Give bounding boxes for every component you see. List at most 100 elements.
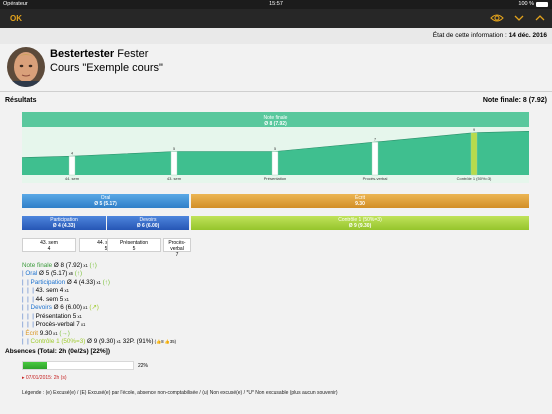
tree-points: 32P. (91%)	[121, 338, 154, 346]
leaf-grade: 5	[104, 246, 108, 252]
chart-bar	[271, 151, 279, 176]
leaf-proces-verbal[interactable]: Procès-verbal 7	[163, 238, 191, 258]
tree-weight: x1	[76, 313, 82, 319]
tree-label: Procès-verbal	[35, 321, 75, 329]
tree-weight: x1	[52, 330, 58, 336]
ecrit-bar-grade: 9.30	[355, 201, 365, 207]
chart-x-label: 43. sem	[167, 176, 182, 181]
tree-row-44-sem[interactable]: | | | 44. sem 5 x1	[22, 295, 69, 303]
devoirs-bar-grade: Ø 6 (6.00)	[136, 223, 160, 229]
oral-bar-title: Oral	[100, 195, 111, 201]
info-date-label: État de cette information :	[432, 32, 507, 39]
tree-grade: Ø 9 (9.30)	[85, 338, 116, 346]
absences-progress-fill	[23, 362, 48, 369]
tree-row-participation[interactable]: | | Participation Ø 4 (4.33) x1 (↑)	[22, 278, 110, 286]
tree-grade: 5	[71, 312, 77, 320]
student-last-name: Fester	[117, 48, 149, 60]
tree-weight: x1	[95, 279, 101, 285]
tree-grade: 9.30	[38, 329, 53, 337]
tree-row-proces-verbal[interactable]: | | | Procès-verbal 7 x1	[22, 321, 86, 329]
controle-bar-title: Contrôle 1 (50%=3)	[338, 217, 382, 223]
leaf-presentation[interactable]: Présentation 5	[107, 238, 161, 252]
tree-weight: x1	[63, 288, 69, 294]
tree-row-oral[interactable]: | Oral Ø 5 (5.17) x6 (↑)	[22, 270, 83, 278]
chart-bar	[470, 132, 478, 176]
tree-row-devoirs[interactable]: | | Devoirs Ø 6 (6.00) x1 (↗)	[22, 304, 99, 312]
chart-bar	[371, 141, 379, 176]
tree-weight: x6	[67, 271, 73, 277]
tree-row-ecrit[interactable]: | Écrit 9.30 x1 (→)	[22, 329, 70, 337]
tree-row-presentation[interactable]: | | | Présentation 5 x1	[22, 312, 82, 320]
info-date: État de cette information : 14 déc. 2016	[433, 32, 547, 39]
tree-grade: Ø 6 (6.00)	[51, 304, 82, 312]
chart-title: Note finale	[264, 115, 288, 121]
oral-bar[interactable]: Oral Ø 5 (5.17)	[22, 194, 189, 208]
controle-bar[interactable]: Contrôle 1 (50%=3) Ø 9 (9.30)	[191, 216, 529, 230]
tree-trend: (↑)	[73, 270, 83, 278]
chart-point-label: 5	[274, 147, 276, 151]
tree-label: Écrit	[25, 329, 38, 337]
leaf-title: Procès-verbal	[168, 240, 186, 252]
student-name: Bestertester Fester	[50, 48, 148, 60]
info-date-value: 14 déc. 2016	[508, 32, 547, 39]
student-first-name: Bestertester	[50, 48, 115, 60]
tree-label: Note finale	[22, 262, 53, 269]
top-toolbar: OK	[0, 9, 552, 28]
tree-grade: Ø 8 (7.92)	[52, 262, 83, 269]
chart-point-label: 9	[473, 128, 475, 132]
clock: 15:57	[269, 1, 283, 7]
chevron-down-icon[interactable]	[512, 11, 526, 25]
info-bar: État de cette information : 14 déc. 2016	[0, 28, 552, 44]
absences-progress	[22, 361, 134, 370]
avatar	[7, 47, 45, 87]
leaf-grade: 7	[175, 252, 179, 258]
participation-bar-grade: Ø 4 (4.33)	[52, 223, 76, 229]
absence-entry[interactable]: ▸ 07/01/2015: 2h (s)	[22, 375, 67, 381]
tree-label: 44. sem	[35, 295, 59, 303]
grade-tree: Note finale Ø 8 (7.92) x1 (↑) | Oral Ø 5…	[22, 262, 176, 347]
ok-button[interactable]: OK	[10, 14, 22, 23]
leaf-grade: 4	[47, 246, 51, 252]
tree-grade: 4	[58, 287, 64, 295]
tree-label: 43. sem	[35, 287, 59, 295]
chevron-up-icon[interactable]	[533, 11, 547, 25]
absences-heading: Absences (Total: 2h (0e/2s) [22%])	[5, 348, 110, 355]
chart-x-label: Présentation	[264, 176, 286, 181]
devoirs-bar[interactable]: Devoirs Ø 6 (6.00)	[107, 216, 189, 230]
carrier-label: Opérateur	[3, 1, 28, 7]
tree-extra: (👍8 👍35)	[153, 339, 176, 345]
tree-weight: x1	[82, 263, 88, 268]
tree-label: Devoirs	[30, 304, 52, 312]
absences-legend: Légende : (e) Excusé(e) / (E) Excusé(e) …	[22, 390, 338, 396]
chart-point-label: 4	[71, 152, 73, 156]
eye-icon[interactable]	[490, 11, 504, 25]
tree-grade: Ø 5 (5.17)	[37, 270, 68, 278]
ecrit-bar-title: Écrit	[355, 195, 365, 201]
course-name: Cours "Exemple cours"	[50, 62, 163, 74]
tree-row-43-sem[interactable]: | | | 43. sem 4 x1	[22, 287, 69, 295]
battery-indicator: 100 %	[518, 0, 548, 9]
tree-trend: (↑)	[87, 262, 97, 269]
tree-trend: (↑)	[100, 278, 110, 286]
tree-label: Contrôle 1 (50%=3)	[30, 338, 86, 346]
grades-chart: 4 44. sem 5 43. sem 5 Présentation 7 Procès-ver…	[22, 112, 529, 183]
participation-bar[interactable]: Participation Ø 4 (4.33)	[22, 216, 106, 230]
tree-row-final[interactable]: Note finale Ø 8 (7.92) x1 (↑)	[22, 262, 176, 270]
tree-label: Oral	[25, 270, 38, 278]
chart-x-label: Contrôle 1 (50%=3)	[457, 176, 492, 181]
leaf-43-sem[interactable]: 43. sem 4	[22, 238, 76, 252]
tree-row-controle[interactable]: | | Contrôle 1 (50%=3) Ø 9 (9.30) x1 32P…	[22, 338, 176, 346]
leaf-title: Présentation	[119, 240, 149, 246]
final-grade: Note finale: 8 (7.92)	[482, 97, 547, 104]
chart-point-label: 5	[173, 147, 175, 151]
battery-percent: 100 %	[518, 1, 534, 7]
chart-title-grade: Ø 8 (7.92)	[264, 121, 287, 127]
tree-label: Présentation	[35, 312, 72, 320]
tree-trend: (→)	[57, 329, 70, 337]
tree-grade: 5	[58, 295, 64, 303]
ecrit-bar[interactable]: Écrit 9.30	[191, 194, 529, 208]
absences-percent: 22%	[138, 363, 149, 369]
results-heading: Résultats	[5, 97, 37, 104]
divider	[0, 91, 552, 92]
battery-icon	[536, 2, 548, 7]
